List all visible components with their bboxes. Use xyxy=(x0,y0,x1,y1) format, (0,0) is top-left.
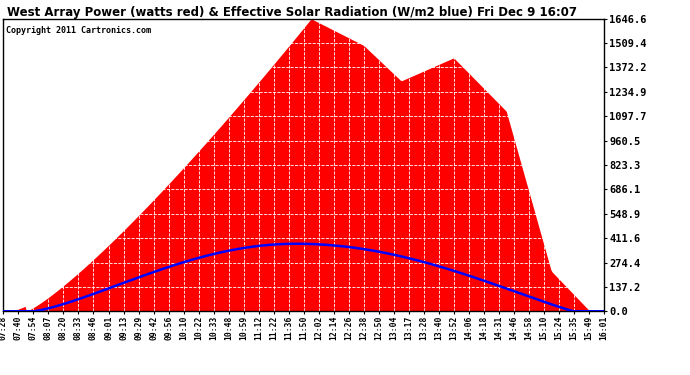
Text: Copyright 2011 Cartronics.com: Copyright 2011 Cartronics.com xyxy=(6,26,151,35)
Text: West Array Power (watts red) & Effective Solar Radiation (W/m2 blue) Fri Dec 9 1: West Array Power (watts red) & Effective… xyxy=(7,6,577,19)
